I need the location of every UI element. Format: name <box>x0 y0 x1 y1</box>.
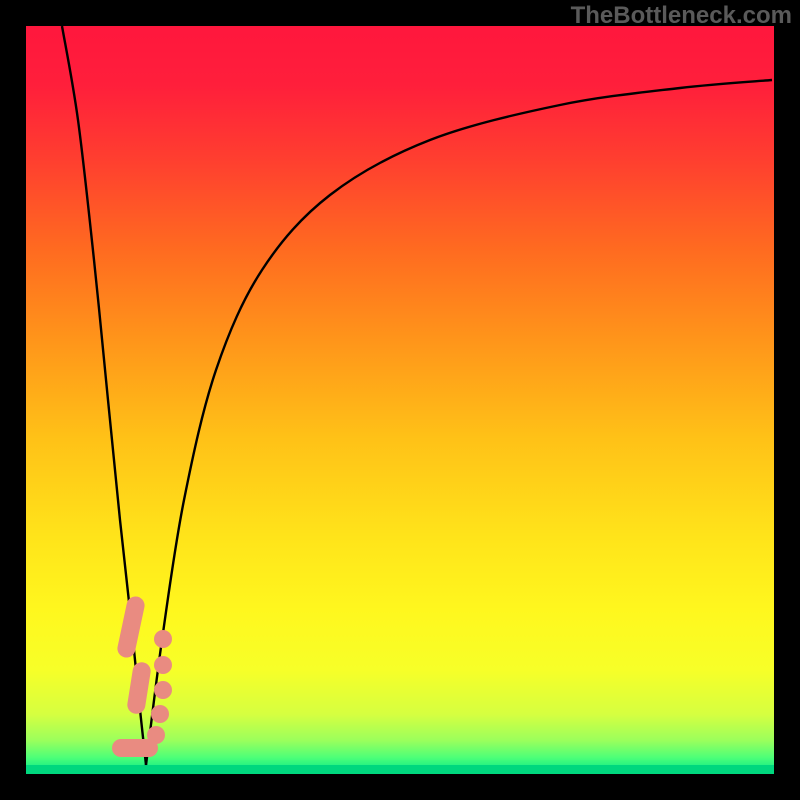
bottleneck-chart-container: TheBottleneck.com <box>0 0 800 800</box>
plot-gradient-background <box>26 26 774 774</box>
marker <box>154 681 172 699</box>
marker <box>154 656 172 674</box>
watermark-text: TheBottleneck.com <box>571 2 792 30</box>
baseline-green-band <box>26 765 774 774</box>
marker <box>154 630 172 648</box>
marker <box>112 739 158 757</box>
marker <box>151 705 169 723</box>
bottleneck-chart-svg <box>0 0 800 800</box>
